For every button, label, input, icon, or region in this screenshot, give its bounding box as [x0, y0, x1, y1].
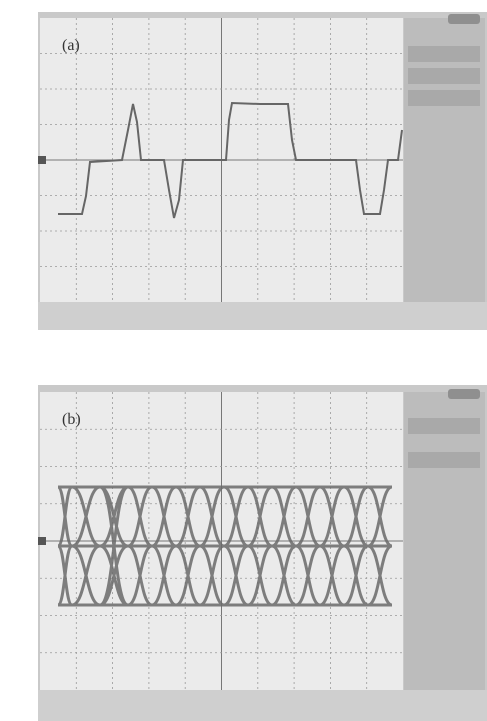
panel-label: (a) [62, 37, 80, 54]
button [448, 389, 480, 399]
side-menu [404, 392, 485, 690]
ground-marker [38, 537, 46, 545]
status-bar [38, 302, 487, 330]
menu-button [408, 68, 480, 84]
menu-button [408, 418, 480, 434]
scope-panel: (b) [38, 385, 487, 721]
menu-button [408, 452, 480, 468]
menu-button [408, 46, 480, 62]
ground-marker [38, 156, 46, 164]
status-bar [38, 690, 487, 721]
button [448, 14, 480, 24]
menu-button [408, 90, 480, 106]
scope-panel: (a) [38, 12, 487, 330]
page: (a) (b) [0, 0, 487, 721]
panel-label: (b) [62, 411, 81, 428]
